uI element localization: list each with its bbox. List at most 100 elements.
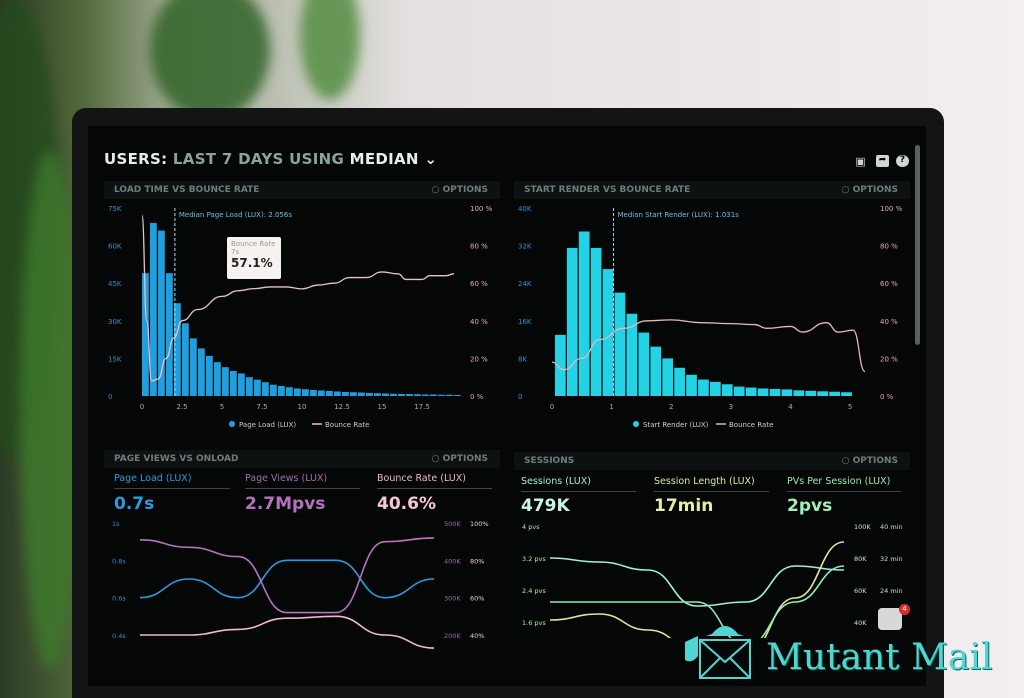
median-annotation: Median Start Render (LUX): 1.031s [617, 211, 739, 219]
options-button[interactable]: ○ OPTIONS [841, 185, 898, 195]
bar [829, 391, 840, 396]
y2-tick-label: 40K [854, 619, 867, 627]
page-title[interactable]: USERS: LAST 7 DAYS USING MEDIAN ⌄ [104, 150, 437, 168]
y-tick-label: 40K [518, 205, 532, 213]
bar [214, 362, 221, 396]
bar [578, 231, 590, 396]
bar [757, 388, 769, 396]
x-tick-label: 4 [788, 403, 793, 411]
bar [174, 303, 181, 396]
bar [358, 392, 365, 396]
legend-label: Bounce Rate [729, 421, 773, 429]
y3-tick-label: 80% [470, 557, 484, 565]
chat-icon[interactable] [878, 608, 902, 630]
x-tick-label: 7.5 [256, 403, 267, 411]
x-tick-label: 2.5 [176, 403, 187, 411]
bar [554, 334, 566, 396]
panel-title: LOAD TIME VS BOUNCE RATE [114, 185, 260, 195]
bar [222, 367, 229, 396]
legend-label: Bounce Rate [325, 421, 369, 429]
bar [590, 247, 602, 396]
y-tick-label: 0.8s [112, 557, 126, 565]
bar [805, 390, 817, 396]
y3-tick-label: 100% [470, 520, 489, 528]
bar [278, 385, 285, 396]
series-line [140, 615, 435, 649]
plant-leaf [150, 0, 270, 120]
y-tick-label: 0 [108, 393, 112, 401]
stat-label: PVs Per Session (LUX) [787, 476, 901, 492]
options-button[interactable]: ○ OPTIONS [431, 454, 488, 464]
bar [446, 394, 453, 396]
bar [817, 391, 829, 396]
y-tick-label: 0 [518, 393, 522, 401]
options-label: OPTIONS [442, 454, 488, 464]
chevron-down-icon[interactable]: ⌄ [424, 150, 438, 168]
panel-header-sessions: SESSIONS ○ OPTIONS [514, 452, 910, 470]
bounce-rate-line [551, 319, 866, 373]
y-tick-label: 8K [518, 355, 527, 363]
sessions-chart: 1.6 pvs 2.4 pvs 3.2 pvs 4 pvs 40K 60K 80K 100K 2… [522, 523, 903, 638]
y2-tick-label: 300K [444, 595, 461, 603]
share-icon[interactable]: ➦ [876, 155, 889, 167]
bar [781, 389, 793, 396]
bar [294, 388, 301, 396]
series-line [550, 565, 845, 638]
y2-tick-label: 60K [854, 587, 867, 595]
options-label: OPTIONS [442, 185, 488, 195]
bar [238, 373, 245, 396]
x-tick-label: 0 [140, 403, 144, 411]
scrollbar[interactable] [915, 145, 920, 345]
y2-tick-label: 200K [444, 632, 461, 640]
page-views-chart: 0.4s 0.6s 0.8s 1s 200K 300K 400K 500K 40% 60% 80% 1… [112, 520, 489, 649]
bar [350, 392, 357, 396]
stat-label: Page Load (LUX) [114, 473, 230, 489]
bar [310, 389, 317, 396]
options-button[interactable]: ○ OPTIONS [431, 185, 488, 195]
stat-value: 0.7s [114, 494, 155, 514]
y3-tick-label: 60% [470, 595, 484, 603]
bar [390, 393, 397, 396]
series-line [139, 559, 435, 599]
bar [698, 379, 709, 396]
bar [406, 393, 413, 396]
monitor-icon[interactable]: ▣ [855, 155, 866, 168]
legend-marker [633, 421, 639, 427]
bar [650, 346, 662, 396]
x-tick-label: 15 [378, 403, 387, 411]
title-prefix: USERS: [104, 150, 168, 168]
bar [182, 323, 189, 396]
y-tick-label: 15K [108, 355, 122, 363]
bar [626, 313, 638, 396]
bar [614, 292, 626, 396]
x-tick-label: 12.5 [334, 403, 350, 411]
bar [438, 394, 445, 396]
panel-header-start-render: START RENDER VS BOUNCE RATE ○ OPTIONS [514, 181, 910, 199]
y-tick-label: 3.2 pvs [522, 555, 546, 563]
stat-value: 479K [521, 496, 570, 516]
y2-tick-label: 100K [854, 523, 871, 531]
bar [318, 390, 325, 396]
y2-tick-label: 60 % [880, 280, 898, 288]
bounce-rate-line [141, 214, 455, 382]
panel-header-page-views: PAGE VIEWS VS ONLOAD ○ OPTIONS [104, 450, 500, 468]
x-tick-label: 10 [298, 403, 307, 411]
bar [769, 388, 781, 396]
options-label: OPTIONS [852, 185, 898, 195]
bar [422, 394, 429, 396]
stat-value: 2.7Mpvs [245, 494, 326, 514]
x-tick-label: 1 [609, 403, 613, 411]
bar [374, 393, 381, 396]
median-annotation: Median Page Load (LUX): 2.056s [179, 211, 292, 219]
bar [745, 387, 757, 396]
bar [602, 269, 614, 396]
help-icon[interactable]: ? [896, 155, 909, 167]
panel-title: SESSIONS [524, 456, 575, 466]
y3-tick-label: 24 min [880, 587, 903, 595]
laptop-screen [88, 126, 926, 686]
options-button[interactable]: ○ OPTIONS [841, 456, 898, 466]
stat-value: 40.6% [377, 494, 436, 514]
plant-leaf [300, 0, 360, 100]
y-tick-label: 2.4 pvs [522, 587, 546, 595]
y3-tick-label: 40 min [880, 523, 903, 531]
